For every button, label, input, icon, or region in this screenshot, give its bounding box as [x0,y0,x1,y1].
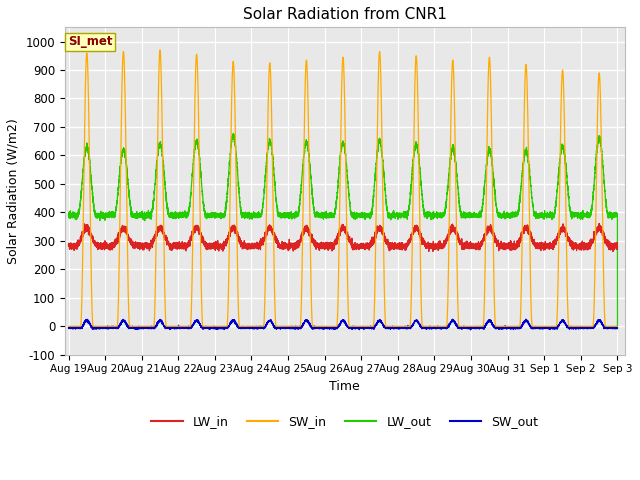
Legend: LW_in, SW_in, LW_out, SW_out: LW_in, SW_in, LW_out, SW_out [147,410,543,433]
Y-axis label: Solar Radiation (W/m2): Solar Radiation (W/m2) [7,118,20,264]
Text: SI_met: SI_met [68,36,112,48]
X-axis label: Time: Time [330,380,360,393]
Title: Solar Radiation from CNR1: Solar Radiation from CNR1 [243,7,447,22]
